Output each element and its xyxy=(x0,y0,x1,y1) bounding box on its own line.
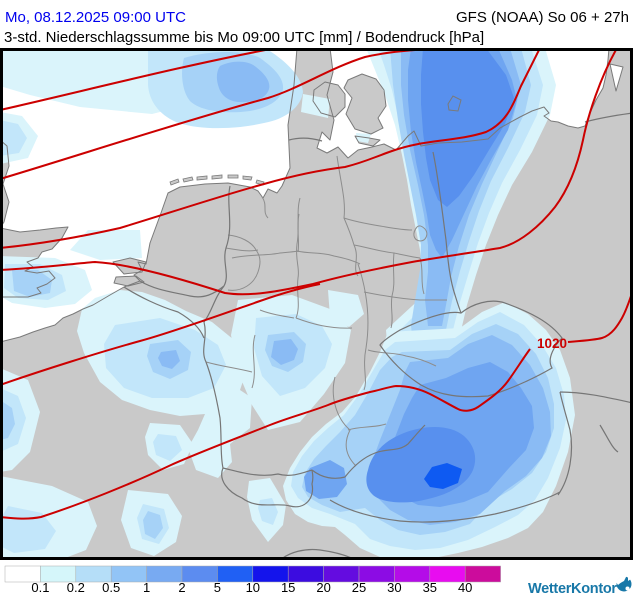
svg-text:1020: 1020 xyxy=(537,336,567,351)
svg-text:0.2: 0.2 xyxy=(67,580,85,595)
svg-text:20: 20 xyxy=(316,580,330,595)
svg-text:1: 1 xyxy=(143,580,150,595)
svg-text:10: 10 xyxy=(246,580,260,595)
svg-text:5: 5 xyxy=(214,580,221,595)
svg-text:2: 2 xyxy=(178,580,185,595)
svg-text:3-std. Niederschlagssumme bis: 3-std. Niederschlagssumme bis Mo 09:00 U… xyxy=(4,29,484,46)
svg-text:30: 30 xyxy=(387,580,401,595)
svg-text:35: 35 xyxy=(423,580,437,595)
svg-text:WetterKontor: WetterKontor xyxy=(528,581,617,597)
svg-text:GFS (NOAA) So 06 + 27h: GFS (NOAA) So 06 + 27h xyxy=(456,9,629,26)
svg-text:25: 25 xyxy=(352,580,366,595)
svg-text:0.5: 0.5 xyxy=(102,580,120,595)
svg-text:40: 40 xyxy=(458,580,472,595)
svg-text:15: 15 xyxy=(281,580,295,595)
svg-text:0.1: 0.1 xyxy=(31,580,49,595)
svg-text:Mo, 08.12.2025 09:00 UTC: Mo, 08.12.2025 09:00 UTC xyxy=(5,9,186,26)
